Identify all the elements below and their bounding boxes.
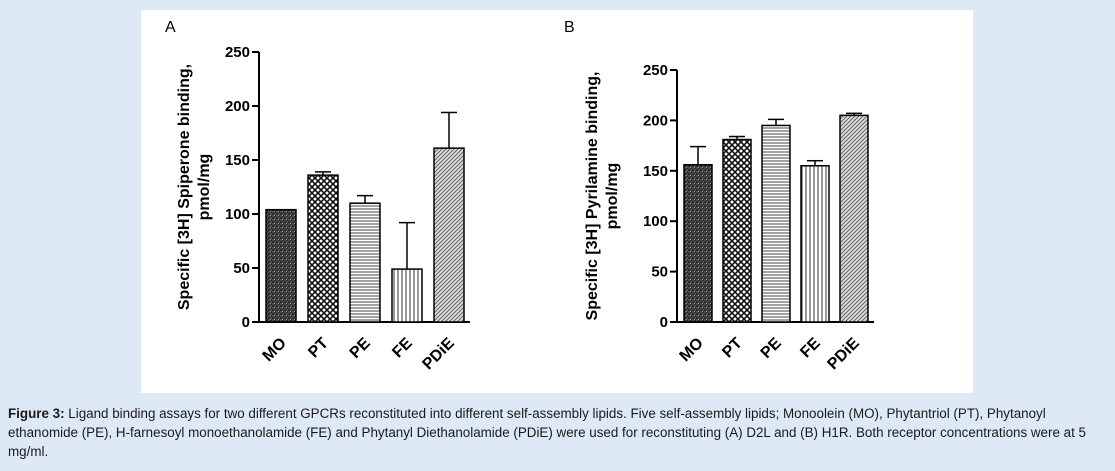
figure-caption: Figure 3: Ligand binding assays for two … xyxy=(8,404,1108,461)
caption-text: Ligand binding assays for two different … xyxy=(8,406,1086,459)
chart-a-category-label: PT xyxy=(305,335,332,362)
chart-b-bar-pt xyxy=(722,138,752,323)
chart-a-ytick-label: 100 xyxy=(225,206,250,223)
chart-b-category-label: PE xyxy=(758,335,785,362)
figure-panel: A 0 50 100 150 200 250 Specific [3H] Spiperone … xyxy=(141,10,973,393)
chart-b-bar-pdie xyxy=(839,114,869,323)
chart-a-category-label: PE xyxy=(347,335,374,362)
caption-label: Figure 3: xyxy=(8,406,65,421)
chart-b-bar-fe xyxy=(800,165,830,323)
chart-a-bar-pe xyxy=(349,202,381,323)
chart-b: B 0 50 100 150 200 250 Specific [3H] Pyrilamine… xyxy=(564,19,874,373)
chart-b-ytick-label: 150 xyxy=(643,163,668,180)
chart-a-panel-letter: A xyxy=(165,19,176,36)
chart-a-ylabel-line2: pmol/mg xyxy=(196,154,213,221)
chart-a-bar-pt xyxy=(307,174,339,323)
chart-a: A 0 50 100 150 200 250 Specific [3H] Spiperone … xyxy=(165,19,470,373)
chart-b-ylabel-line1: Specific [3H] Pyrilamine binding, xyxy=(584,72,601,321)
chart-a-category-label: FE xyxy=(389,335,416,362)
chart-a-category-label: MO xyxy=(260,335,290,365)
chart-a-ytick-label: 250 xyxy=(225,44,250,61)
chart-a-ytick-label: 50 xyxy=(233,260,250,277)
chart-a-ylabel-line1: Specific [3H] Spiperone binding, xyxy=(176,64,193,310)
chart-b-ytick-label: 200 xyxy=(643,112,668,129)
chart-b-category-label: PDiE xyxy=(824,335,863,374)
chart-b-panel-letter: B xyxy=(564,19,575,36)
chart-b-bar-mo xyxy=(683,164,713,323)
chart-a-bar-fe xyxy=(391,268,423,323)
chart-a-category-label: PDiE xyxy=(419,335,458,374)
chart-a-ytick-label: 200 xyxy=(225,98,250,115)
chart-a-bar-mo xyxy=(265,208,297,323)
chart-b-ytick-label: 250 xyxy=(643,62,668,79)
chart-b-category-label: MO xyxy=(677,335,707,365)
chart-b-ytick-label: 50 xyxy=(651,264,668,281)
chart-b-category-label: PT xyxy=(719,335,746,362)
chart-b-bar-pe xyxy=(761,124,791,323)
chart-b-ytick-label: 100 xyxy=(643,213,668,230)
chart-b-ytick-label: 0 xyxy=(660,314,668,331)
chart-a-ytick-label: 150 xyxy=(225,152,250,169)
chart-a-ytick-label: 0 xyxy=(242,314,250,331)
chart-b-category-label: FE xyxy=(797,335,824,362)
figure-svg: A 0 50 100 150 200 250 Specific [3H] Spiperone … xyxy=(165,19,874,373)
chart-b-ylabel-line2: pmol/mg xyxy=(604,163,621,230)
chart-a-bar-pdie xyxy=(433,147,465,323)
